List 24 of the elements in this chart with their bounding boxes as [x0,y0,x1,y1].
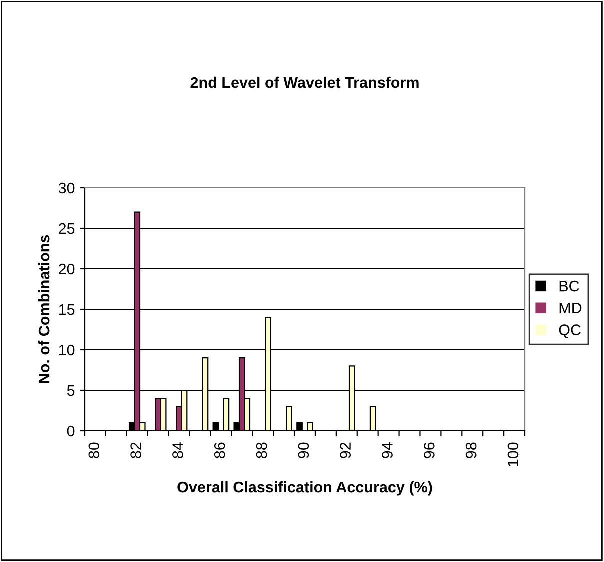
x-tick-label: 84 [172,442,184,458]
x-tick-label: 100 [508,442,519,466]
x-tick-label: 90 [298,442,310,458]
x-tick-label: 86 [214,442,226,458]
y-tick-label: 30 [58,182,75,194]
x-tick-label: 96 [424,442,435,458]
legend-label: BC [560,280,580,292]
y-tick-label: 0 [67,426,75,437]
y-tick-label: 5 [67,386,75,396]
chart-title: 2nd Level of Wavelet Transform [190,76,419,88]
x-tick-label: 82 [130,442,142,458]
x-axis-title: Overall Classification Accuracy (%) [178,481,432,496]
y-tick-label: 20 [59,264,75,275]
x-tick-label: 92 [340,442,352,458]
y-tick-label: 10 [59,344,75,356]
x-tick-label: 98 [466,442,477,458]
x-tick-label: 88 [256,442,268,458]
legend-label: QC [559,324,581,338]
y-tick-label: 15 [59,304,75,316]
legend-label: MD [560,302,582,314]
y-tick-label: 25 [59,223,75,234]
x-tick-label: 94 [382,442,393,458]
y-axis-title: No. of Combinations [38,235,50,384]
x-tick-label: 80 [88,442,100,458]
